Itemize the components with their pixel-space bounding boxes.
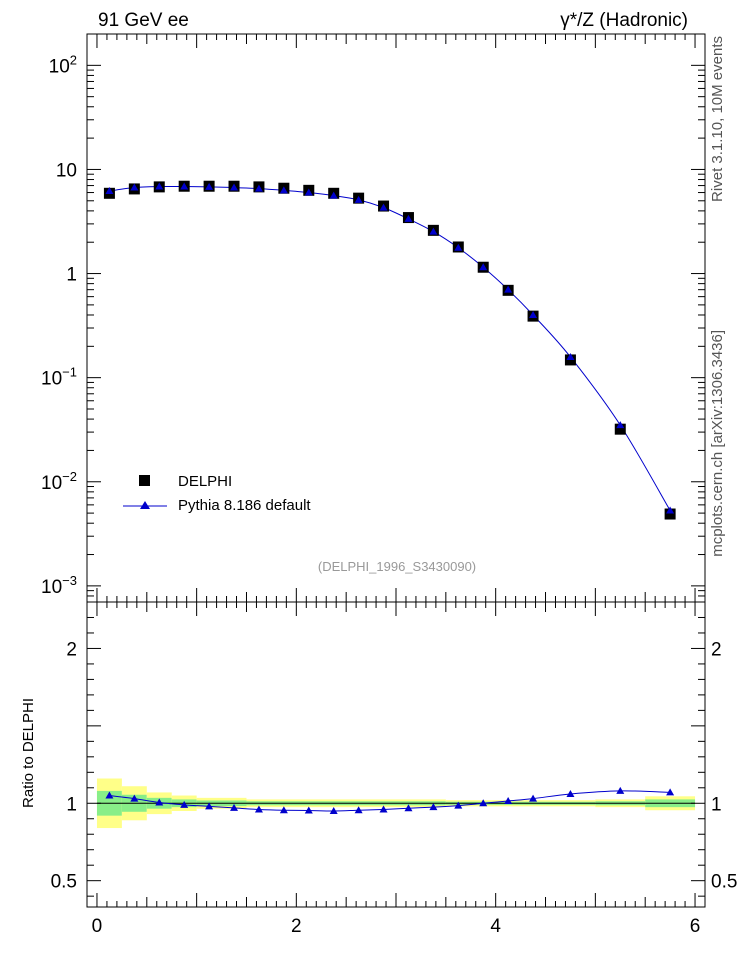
ratio-mc-point-marker bbox=[254, 805, 263, 813]
ratio-y-tick-label: 1 bbox=[66, 794, 77, 815]
ratio-mc-point-marker bbox=[155, 798, 164, 806]
mc-point-marker bbox=[155, 182, 164, 190]
mc-point-marker bbox=[279, 186, 288, 194]
ratio-x-tick-label: 0 bbox=[92, 916, 103, 937]
main-y-tick-label: 10−1 bbox=[41, 365, 77, 390]
ratio-mc-point-marker bbox=[404, 804, 413, 812]
ratio-mc-point-marker bbox=[379, 805, 388, 813]
legend-data-label: DELPHI bbox=[178, 473, 232, 490]
ratio-y-axis-label: Ratio to DELPHI bbox=[20, 698, 37, 808]
mc-point-marker bbox=[404, 214, 413, 222]
data-point-marker bbox=[664, 508, 676, 520]
mc-point-marker bbox=[105, 187, 114, 195]
ratio-mc-point-marker bbox=[666, 788, 675, 796]
ratio-x-tick-label: 6 bbox=[690, 916, 701, 937]
ratio-uncertainty-bands bbox=[96, 778, 696, 829]
mc-point-marker bbox=[254, 184, 263, 192]
mc-point-marker bbox=[329, 191, 338, 199]
ratio-y-tick-label-right: 1 bbox=[711, 794, 722, 815]
ratio-y-tick-label: 2 bbox=[66, 639, 77, 660]
ratio-mc-point-marker bbox=[205, 802, 214, 810]
ratio-mc-point-marker bbox=[130, 794, 139, 802]
mc-point-marker bbox=[379, 203, 388, 211]
ratio-mc-point-marker bbox=[304, 806, 313, 814]
main-y-tick-label: 102 bbox=[49, 52, 77, 77]
ratio-y-tick-label: 0.5 bbox=[51, 872, 77, 893]
ratio-mc-point-marker bbox=[479, 799, 488, 807]
legend: DELPHI Pythia 8.186 default bbox=[123, 473, 311, 514]
mc-point-marker bbox=[529, 310, 538, 318]
data-point-marker bbox=[614, 423, 626, 435]
mc-point-marker bbox=[304, 188, 313, 196]
main-y-tick-label: 10−3 bbox=[41, 573, 77, 598]
ratio-mc-point-marker bbox=[616, 786, 625, 794]
ratio-plot-frame bbox=[86, 601, 706, 908]
ratio-mc-point-marker bbox=[354, 806, 363, 814]
main-y-tick-label: 10−2 bbox=[41, 469, 77, 494]
mc-curve-line bbox=[109, 185, 671, 511]
mc-point-marker bbox=[180, 182, 189, 190]
ratio-mc-point-marker bbox=[429, 803, 438, 811]
mc-point-marker bbox=[616, 421, 625, 429]
ratio-mc-point-marker bbox=[566, 789, 575, 797]
mc-point-marker bbox=[566, 352, 575, 360]
ratio-mc-point-marker bbox=[504, 796, 513, 804]
legend-mc-marker bbox=[140, 501, 150, 509]
main-y-tick-label: 10 bbox=[56, 160, 77, 181]
ratio-mc-point-marker bbox=[329, 807, 338, 815]
mc-point-marker bbox=[479, 263, 488, 271]
ratio-y-tick-label-right: 2 bbox=[711, 639, 722, 660]
ratio-mc-point-marker bbox=[180, 800, 189, 808]
rivet-version-label: Rivet 3.1.10, 10M events bbox=[709, 36, 726, 202]
ratio-y-tick-label-right: 0.5 bbox=[711, 872, 737, 893]
main-y-tick-label: 1 bbox=[66, 265, 77, 286]
ratio-mc-point-marker bbox=[454, 801, 463, 809]
ratio-mc-point-marker bbox=[529, 794, 538, 802]
mcplots-source-label: mcplots.cern.ch [arXiv:1306.3436] bbox=[709, 330, 726, 557]
mc-point-marker bbox=[504, 285, 513, 293]
mc-point-marker bbox=[230, 183, 239, 191]
mc-point-marker bbox=[130, 183, 139, 191]
legend-mc-label: Pythia 8.186 default bbox=[178, 497, 311, 514]
ratio-mc-point-marker bbox=[105, 791, 114, 799]
ratio-mc-point-marker bbox=[279, 806, 288, 814]
mc-point-marker bbox=[205, 182, 214, 190]
mc-point-marker bbox=[429, 227, 438, 235]
mc-point-marker bbox=[666, 506, 675, 514]
analysis-id-label: (DELPHI_1996_S3430090) bbox=[318, 559, 476, 574]
legend-data-marker bbox=[139, 475, 150, 486]
ratio-x-tick-label: 2 bbox=[291, 916, 302, 937]
mc-point-marker bbox=[354, 195, 363, 203]
main-plot-frame bbox=[86, 33, 706, 603]
header-right-label: γ*/Z (Hadronic) bbox=[560, 10, 688, 31]
mc-point-marker bbox=[454, 243, 463, 251]
header-left-label: 91 GeV ee bbox=[98, 10, 189, 31]
ratio-x-tick-label: 4 bbox=[490, 916, 501, 937]
ratio-mc-point-marker bbox=[230, 803, 239, 811]
